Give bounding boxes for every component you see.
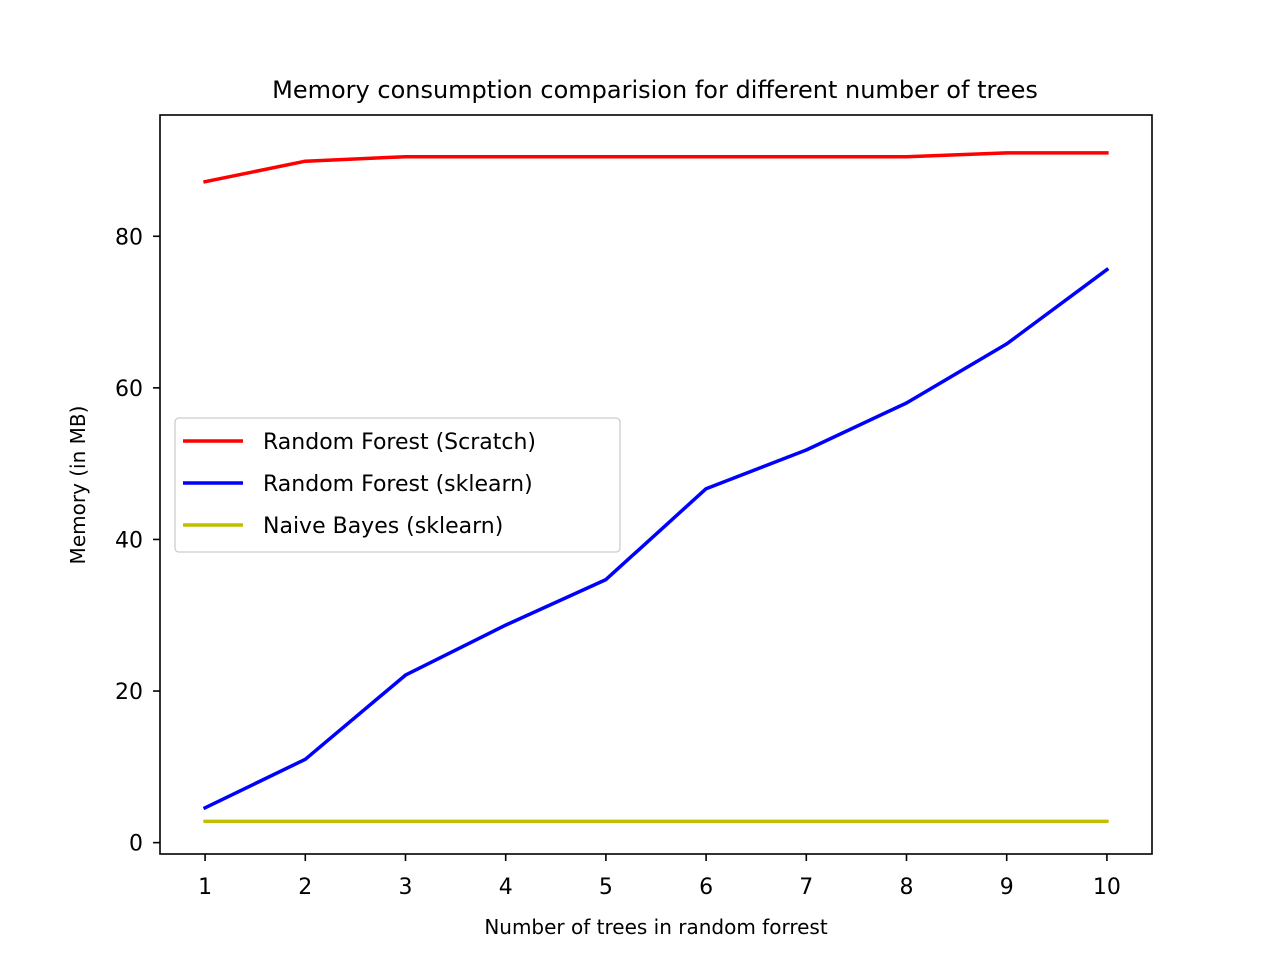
y-tick-label: 0 [129,832,143,857]
x-tick-label: 2 [298,875,312,900]
legend-label: Random Forest (Scratch) [263,430,536,455]
legend-box [174,417,621,553]
plot-frame [159,114,1153,855]
y-axis-label: Memory (in MB) [66,406,90,565]
x-tick-label: 1 [198,875,212,900]
y-tick-label: 20 [115,680,143,705]
chart-title: Memory consumption comparision for diffe… [272,76,1038,104]
x-tick-label: 3 [398,875,412,900]
series-line-2 [202,267,1110,811]
series-lines [202,151,1110,824]
legend-label: Naive Bayes (sklearn) [263,514,503,539]
legend-label: Random Forest (sklearn) [263,472,533,497]
x-axis-label: Number of trees in random forrest [484,915,828,939]
x-tick-label: 8 [900,875,914,900]
x-tick-label: 6 [699,875,713,900]
series-line-1 [203,151,1109,184]
x-tick-label: 9 [1000,875,1014,900]
axes: 1 2 3 4 5 6 7 8 9 10 0 20 40 60 80 [115,114,1153,900]
y-tick-label: 40 [115,528,143,553]
x-tick-label: 7 [799,875,813,900]
legend: Random Forest (Scratch) Random Forest (sk… [174,417,621,553]
x-tick-label: 5 [599,875,613,900]
x-tick-label: 4 [499,875,513,900]
y-tick-label: 80 [115,225,143,250]
y-tick-label: 60 [115,377,143,402]
x-tick-label: 10 [1093,875,1121,900]
